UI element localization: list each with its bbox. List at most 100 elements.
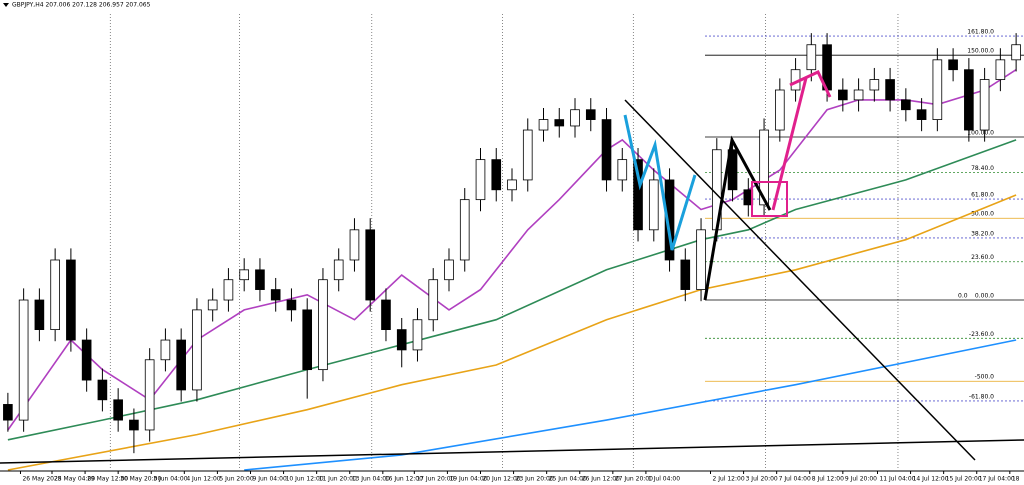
x-tick-label: 17 Jun 20:00 <box>416 476 454 483</box>
candle-body <box>34 299 45 331</box>
candle-body <box>270 289 281 301</box>
candle-body <box>916 109 927 120</box>
candle-body <box>633 159 643 231</box>
candle-body <box>459 199 470 261</box>
candle-body <box>1011 44 1021 61</box>
candle-body <box>853 89 864 101</box>
x-tick-label: 15 Jul 20:00 <box>946 476 982 483</box>
x-tick-label: 25 Jun 04:00 <box>549 476 587 483</box>
x-tick-label: 5 Jun 20:00 <box>219 476 253 483</box>
fib-label: 161.80.0 <box>967 29 994 36</box>
x-tick-label: 11 Jul 04:00 <box>879 476 915 483</box>
x-tick-label: 3 Jun 04:00 <box>153 476 187 483</box>
x-tick-label: 19 Jun 04:00 <box>449 476 487 483</box>
x-tick-label: 26 Jun 12:00 <box>582 476 620 483</box>
x-tick-label: 30 May 20:00 <box>120 476 161 483</box>
candle-body <box>412 319 423 351</box>
highlight-box <box>751 181 788 217</box>
moving-average <box>7 194 1017 471</box>
fib-label: -23.60.0 <box>969 331 994 338</box>
candle-body <box>995 59 1006 80</box>
candle-body <box>223 279 234 301</box>
x-tick-label: 18 <box>1012 476 1020 483</box>
x-tick-label: 9 Jul 20:00 <box>845 476 877 483</box>
fib-label: 100.00.0 <box>967 129 994 136</box>
x-tick-label: 23 Jun 20:00 <box>516 476 554 483</box>
fib-label: 150.00.0 <box>967 48 994 55</box>
x-tick-label: 29 May 12:00 <box>87 476 128 483</box>
trendline <box>0 439 1024 464</box>
x-tick-label: 2 Jul 12:00 <box>712 476 744 483</box>
fib-label: 0.00.0 <box>975 293 994 300</box>
candle-body <box>160 339 171 361</box>
candle-body <box>901 99 911 111</box>
x-tick-label: 3 Jul 20:00 <box>746 476 778 483</box>
candle-body <box>129 419 139 431</box>
fib-start-label: 0.0 <box>958 293 968 300</box>
fib-label: 38.20.0 <box>971 230 994 237</box>
candle-body <box>554 119 565 127</box>
x-tick-label: 28 May 04:00 <box>54 476 95 483</box>
x-tick-label: 27 Jun 20:00 <box>615 476 653 483</box>
x-tick-label: 20 Jun 12:00 <box>482 476 520 483</box>
x-tick-label: 10 Jun 12:00 <box>286 476 324 483</box>
candle-body <box>97 379 108 401</box>
candle-body <box>318 279 328 371</box>
fib-label: 78.40.0 <box>971 165 994 172</box>
candle-body <box>381 299 391 331</box>
fib-label: -500.0 <box>975 374 995 381</box>
fib-label: 61.80.0 <box>971 192 994 199</box>
x-tick-label: 17 Jul 04:00 <box>979 476 1015 483</box>
candle-body <box>192 309 202 391</box>
candle-body <box>18 299 29 421</box>
candle-body <box>144 359 155 431</box>
candle-body <box>333 259 344 281</box>
candle-body <box>759 129 769 206</box>
candle-body <box>680 259 691 290</box>
candle-body <box>176 339 186 391</box>
candle-body <box>66 259 76 341</box>
candle-body <box>207 299 218 311</box>
candle-body <box>428 279 439 321</box>
candle-body <box>81 339 92 381</box>
zigzag <box>703 135 772 301</box>
candle-body <box>696 229 706 290</box>
chart-header: GBPJPY,H4 207.006 207.128 206.957 207.06… <box>12 2 151 9</box>
candle-body <box>113 399 123 421</box>
moving-average <box>7 139 1017 441</box>
menu-arrow <box>3 3 9 7</box>
candle-body <box>538 119 549 131</box>
x-tick-label: 16 Jun 12:00 <box>385 476 423 483</box>
x-tick-label: 26 May 2025 <box>22 476 61 483</box>
x-tick-label: 4 Jun 12:00 <box>186 476 220 483</box>
candle-body <box>869 79 880 91</box>
drawings <box>0 70 1024 464</box>
candle-body <box>475 159 486 201</box>
candle-body <box>365 229 376 301</box>
candle-body <box>444 259 454 281</box>
candle-body <box>50 259 60 331</box>
candle-body <box>396 329 407 351</box>
candle-body <box>948 59 958 71</box>
arrow <box>789 70 832 98</box>
candle-body <box>302 309 313 371</box>
fib-label: 50.00.0 <box>971 211 994 218</box>
moving-average <box>244 339 1017 471</box>
x-tick-label: 14 Jul 12:00 <box>913 476 949 483</box>
arrow <box>771 77 808 211</box>
candle-body <box>3 404 13 421</box>
trendline <box>624 99 976 461</box>
candle-body <box>255 269 265 290</box>
candle-body <box>648 179 659 231</box>
candle-body <box>491 159 502 191</box>
candle-body <box>932 59 943 120</box>
candle-body <box>585 109 596 120</box>
candle-body <box>239 269 249 281</box>
fib-label: -61.80.0 <box>969 393 994 400</box>
candle-body <box>349 229 360 261</box>
candle-body <box>806 44 817 71</box>
candle-body <box>617 159 628 181</box>
candle-body <box>570 109 580 127</box>
